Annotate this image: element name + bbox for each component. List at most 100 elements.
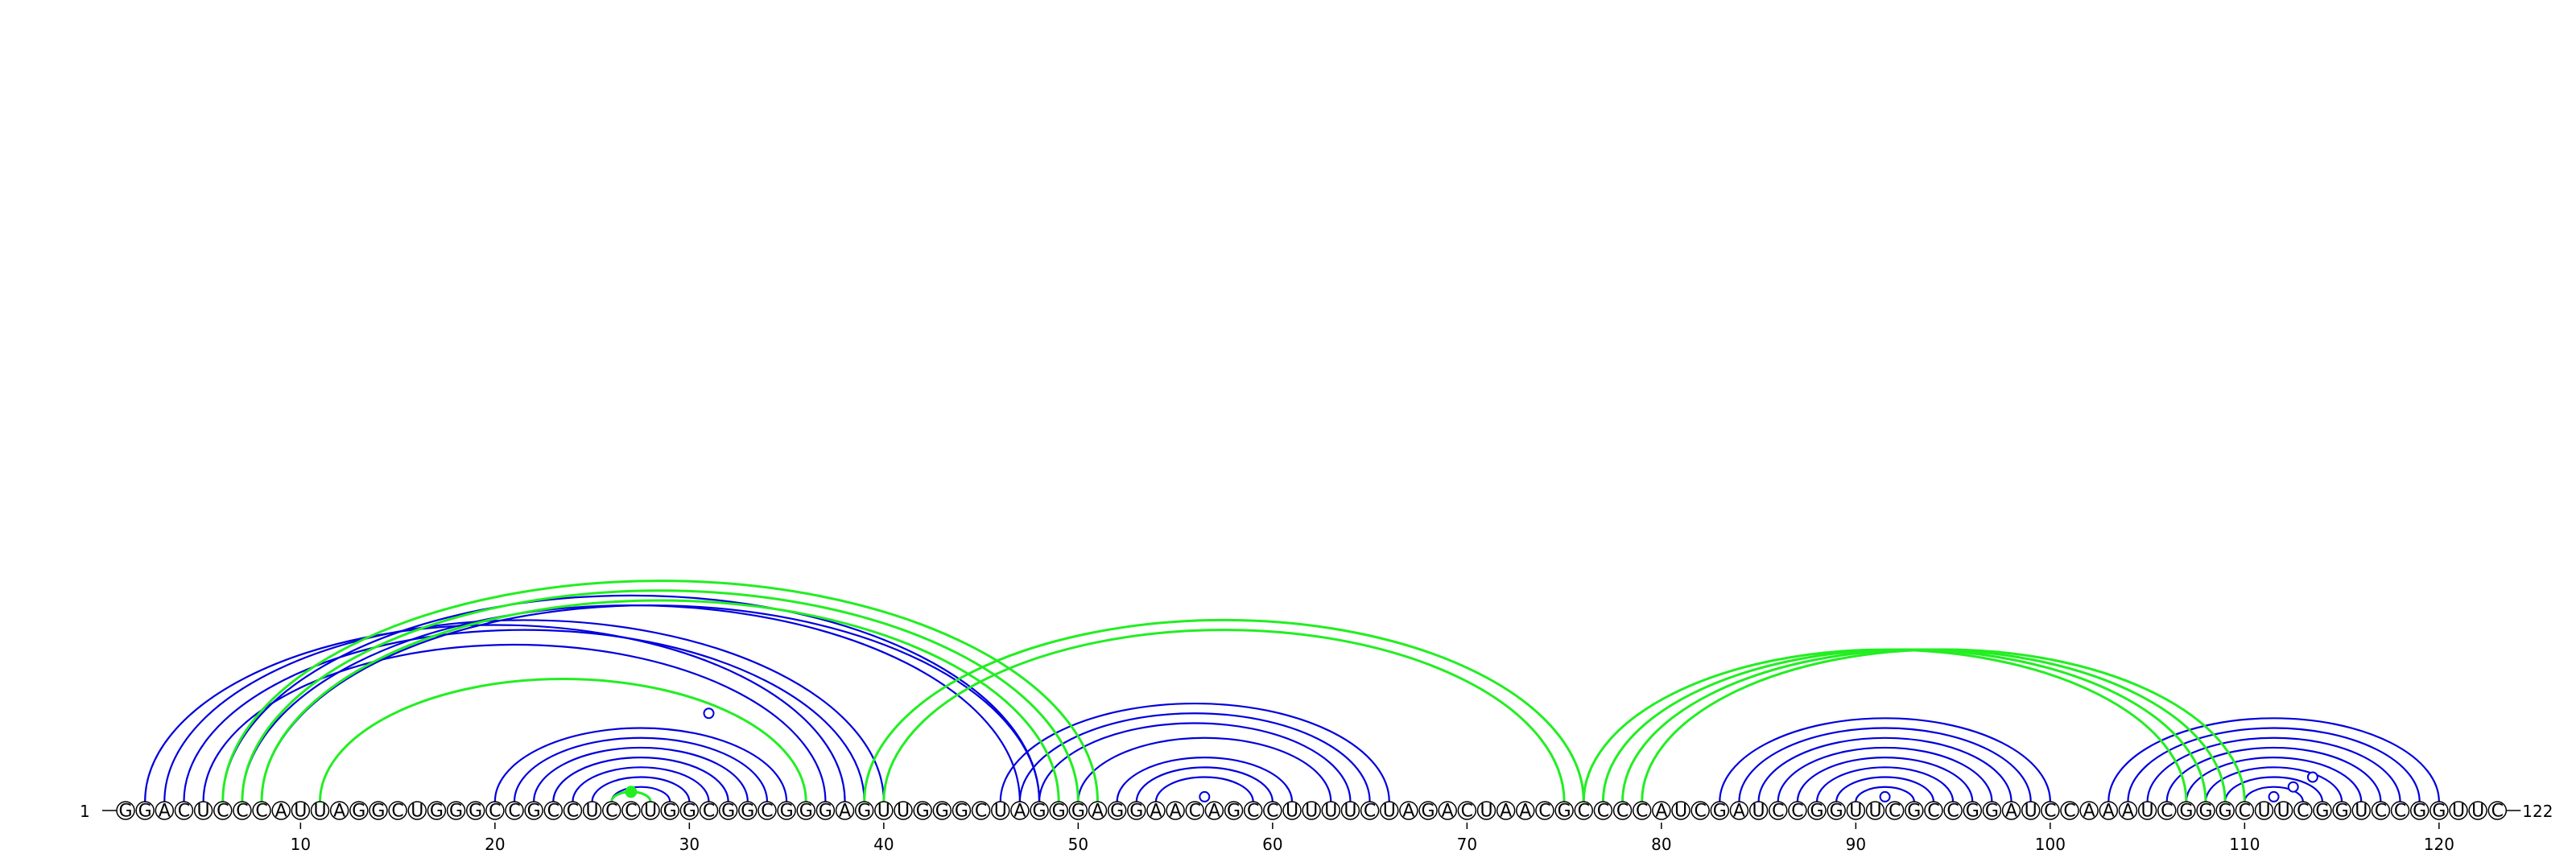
nucleotide-letter: C: [217, 802, 229, 822]
nucleotide-circle: [407, 801, 427, 820]
nucleotide: G: [1963, 801, 1982, 822]
nucleotide-letter: U: [1305, 802, 1318, 822]
nucleotide-letter: A: [275, 802, 287, 822]
nucleotide-circle: [2371, 801, 2391, 820]
nucleotide-circle: [1554, 801, 1574, 820]
nucleotide-circle: [621, 801, 641, 820]
nucleotide-letter: G: [371, 802, 385, 822]
nucleotide-circle: [543, 801, 564, 820]
nucleotide: A: [1438, 801, 1457, 822]
nucleotide: G: [796, 801, 815, 822]
arc-blue: [202, 643, 827, 802]
nucleotide-letter: G: [1810, 802, 1824, 822]
nucleotide-letter: G: [469, 802, 482, 822]
nucleotide: A: [1516, 801, 1535, 822]
nucleotide-letter: A: [1013, 802, 1026, 822]
position-tick-label: 70: [1457, 835, 1477, 854]
nucleotide: U: [310, 801, 330, 822]
nucleotide: C: [1612, 801, 1633, 822]
arc-blue: [493, 727, 788, 802]
nucleotide-circle: [2060, 801, 2079, 820]
nucleotide-circle: [1846, 801, 1866, 820]
nucleotide-circle: [310, 801, 330, 820]
nucleotide-letter: A: [1150, 802, 1162, 822]
arc-blue: [552, 757, 729, 802]
nucleotide: C: [1593, 801, 1613, 822]
nucleotide-letter: C: [2297, 802, 2309, 822]
nucleotide-letter: C: [1616, 802, 1629, 822]
arc-blue: [572, 766, 710, 802]
nucleotide-circle: [369, 801, 388, 820]
nucleotide: C: [388, 801, 407, 822]
nucleotide-circle: [991, 801, 1010, 820]
nucleotide-circle: [1574, 801, 1593, 820]
position-tick-label: 10: [291, 835, 311, 854]
nucleotide: G: [815, 801, 836, 822]
nucleotide: A: [1652, 801, 1671, 822]
nucleotide-circle: [758, 801, 777, 820]
nucleotide: G: [679, 801, 700, 822]
nucleotide-circle: [835, 801, 855, 820]
nucleotide-letter: G: [1052, 802, 1066, 822]
nucleotide-letter: G: [663, 802, 677, 822]
nucleotide: C: [174, 801, 194, 822]
nucleotide-letter: C: [2375, 802, 2387, 822]
nucleotide: G: [446, 801, 466, 822]
nucleotide-letter: G: [1558, 802, 1571, 822]
nucleotide-letter: G: [1071, 802, 1085, 822]
arc-green: [1641, 648, 2246, 802]
nucleotide: C: [1457, 801, 1477, 822]
nucleotide-circle: [2099, 801, 2119, 820]
nucleotide-circle: [738, 801, 758, 820]
nucleotide-circle: [2351, 801, 2371, 820]
nucleotide: C: [602, 801, 621, 822]
position-tick-label: 20: [485, 835, 505, 854]
nucleotide-letter: U: [2355, 802, 2368, 822]
nucleotide: G: [1827, 801, 1846, 822]
nucleotide: C: [2157, 801, 2177, 822]
nucleotide-letter: U: [1324, 802, 1337, 822]
nucleotide-circle: [2021, 801, 2041, 820]
nucleotide-letter: G: [780, 802, 794, 822]
nucleotide-circle: [1088, 801, 1108, 820]
nucleotide-letter: C: [2491, 802, 2504, 822]
nucleotide: C: [1924, 801, 1943, 822]
nucleotide: C: [1885, 801, 1905, 822]
arc-blue: [1855, 786, 1915, 802]
nucleotide-circle: [1030, 801, 1049, 820]
nucleotide-letter: C: [391, 802, 403, 822]
nucleotide-letter: U: [411, 802, 423, 822]
nucleotide-circle: [427, 801, 447, 820]
nucleotide: G: [2177, 801, 2196, 822]
nucleotide-letter: C: [703, 802, 715, 822]
nucleotide: C: [699, 801, 719, 822]
nucleotide: A: [1204, 801, 1224, 822]
end-position-label: 122: [2522, 802, 2553, 821]
nucleotide: G: [1982, 801, 2002, 822]
markers-layer: [625, 707, 2318, 802]
nucleotide-letter: G: [741, 802, 754, 822]
nucleotide: A: [1088, 801, 1108, 822]
nucleotide-circle: [1632, 801, 1652, 820]
nucleotide: U: [582, 801, 602, 822]
arc-green: [1582, 648, 2188, 802]
nucleotide-circle: [1049, 801, 1068, 820]
nucleotide-letter: G: [2219, 802, 2232, 822]
nucleotide-letter: C: [1694, 802, 1706, 822]
nucleotide: C: [1263, 801, 1282, 822]
nucleotide-letter: C: [2239, 802, 2251, 822]
arc-blue: [1116, 757, 1294, 802]
nucleotide-letter: G: [1985, 802, 1999, 822]
nucleotide-letter: G: [2315, 802, 2329, 822]
nucleotide-letter: U: [586, 802, 599, 822]
nucleotide-circle: [2468, 801, 2487, 820]
nucleotide: C: [1943, 801, 1963, 822]
nucleotide-circle: [2235, 801, 2255, 820]
nucleotide: U: [1302, 801, 1321, 822]
nucleotide-circle: [2137, 801, 2157, 820]
nucleotide-circle: [2254, 801, 2274, 820]
nucleotide-letter: A: [333, 802, 345, 822]
nucleotide-letter: C: [1247, 802, 1259, 822]
nucleotide-circle: [1302, 801, 1321, 820]
nucleotide: U: [2468, 801, 2487, 822]
